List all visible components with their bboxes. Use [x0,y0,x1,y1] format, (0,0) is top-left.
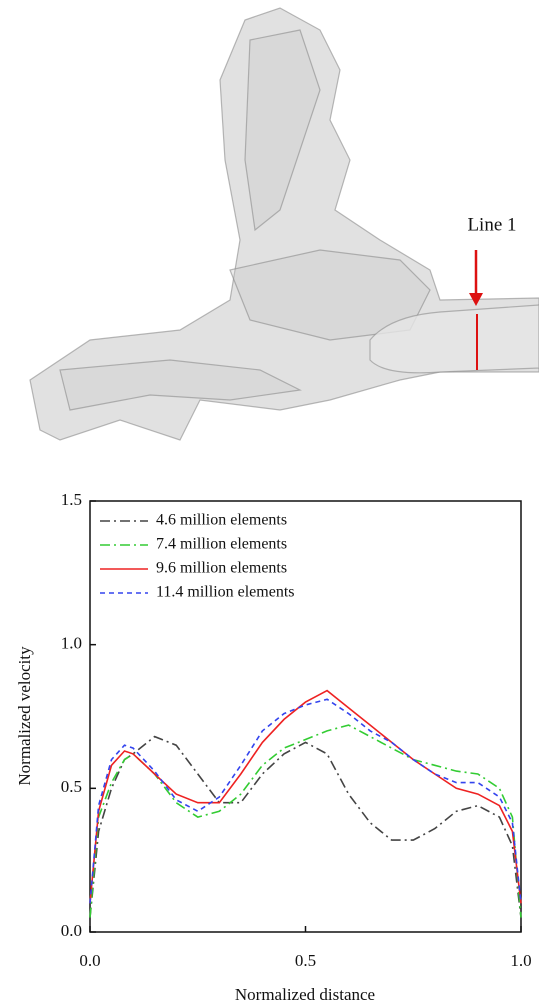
series-line [90,737,521,918]
y-tick-label: 0.0 [61,921,82,940]
x-tick-label: 0.5 [295,951,316,970]
x-tick-label: 1.0 [510,951,531,970]
plot-frame [90,501,521,932]
legend-label: 7.4 million elements [156,536,287,553]
legend-label: 4.6 million elements [156,512,287,529]
y-tick-label: 1.5 [61,490,82,509]
legend-label: 9.6 million elements [156,560,287,577]
figure: Line 1 Normalized distance Normalized ve… [0,0,539,1007]
x-tick-label: 0.0 [79,951,100,970]
y-tick-label: 1.0 [61,634,82,653]
line-label: Line 1 [467,214,516,235]
y-tick-label: 0.5 [61,777,82,796]
series-line [90,725,521,918]
legend-label: 11.4 million elements [156,584,295,601]
geometry-render [30,8,539,440]
series-line [90,699,521,903]
y-axis-label: Normalized velocity [15,646,34,786]
series-line [90,691,521,904]
x-axis-label: Normalized distance [235,985,375,1004]
